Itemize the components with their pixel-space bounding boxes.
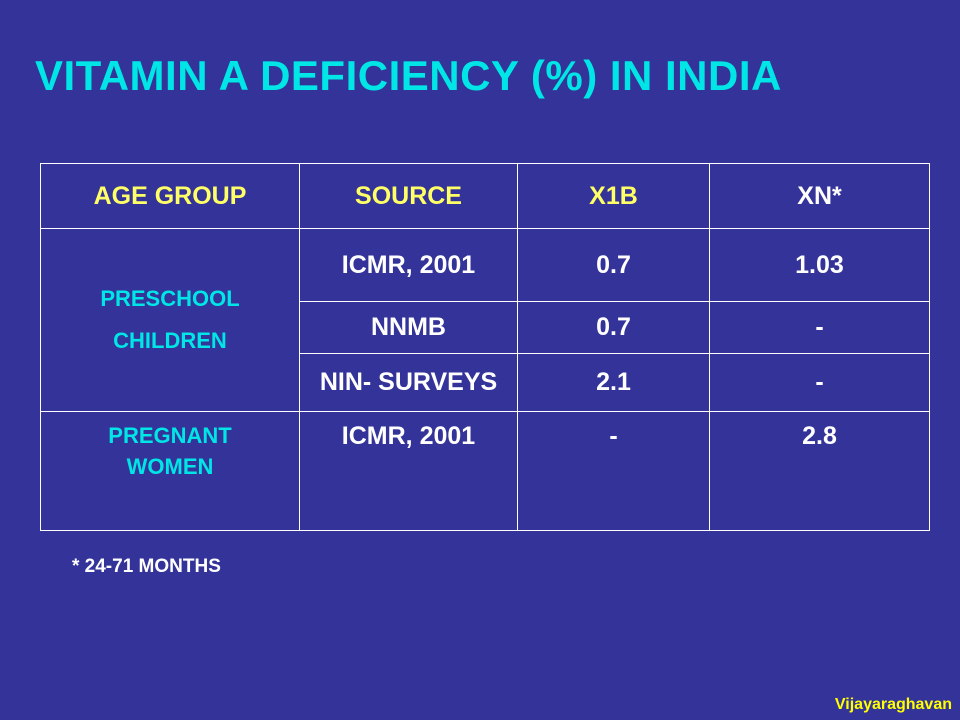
footnote: * 24-71 MONTHS: [72, 556, 221, 577]
vitamin-a-deficiency-table: AGE GROUP SOURCE X1B XN* PRESCHOOL CHILD…: [40, 163, 930, 531]
x1b-cell: -: [517, 411, 710, 531]
header-xn: XN*: [709, 163, 930, 229]
author-credit: Vijayaraghavan: [834, 696, 952, 713]
table-row: PREGNANT WOMEN ICMR, 2001 - 2.8: [40, 411, 930, 531]
source-cell: ICMR, 2001: [299, 411, 518, 531]
xn-cell: 2.8: [709, 411, 930, 531]
table-header-row: AGE GROUP SOURCE X1B XN*: [40, 163, 930, 229]
age-group-pregnant-women: PREGNANT WOMEN: [40, 411, 300, 531]
age-group-label-line1: PREGNANT: [108, 423, 232, 448]
table-row: PRESCHOOL CHILDREN ICMR, 2001 0.7 1.03: [40, 228, 930, 412]
age-group-label-line1: PRESCHOOL: [100, 286, 240, 311]
header-source: SOURCE: [299, 163, 518, 229]
slide-title: VITAMIN A DEFICIENCY (%) IN INDIA: [35, 52, 782, 99]
table-row: NNMB 0.7 -: [41, 301, 930, 354]
header-age-group: AGE GROUP: [40, 163, 300, 229]
source-cell: NNMB: [299, 301, 518, 354]
xn-cell: -: [709, 301, 930, 354]
xn-cell: -: [709, 353, 930, 412]
x1b-cell: 0.7: [517, 228, 710, 302]
age-group-preschool-children: PRESCHOOL CHILDREN: [40, 228, 300, 412]
age-group-label-line2: WOMEN: [126, 454, 214, 479]
x1b-cell: 0.7: [517, 301, 710, 354]
table-row: NIN- SURVEYS 2.1 -: [41, 353, 930, 412]
header-x1b: X1B: [517, 163, 710, 229]
source-cell: ICMR, 2001: [299, 228, 518, 302]
x1b-cell: 2.1: [517, 353, 710, 412]
age-group-label-line2: CHILDREN: [113, 328, 227, 353]
xn-cell: 1.03: [709, 228, 930, 302]
source-cell: NIN- SURVEYS: [299, 353, 518, 412]
